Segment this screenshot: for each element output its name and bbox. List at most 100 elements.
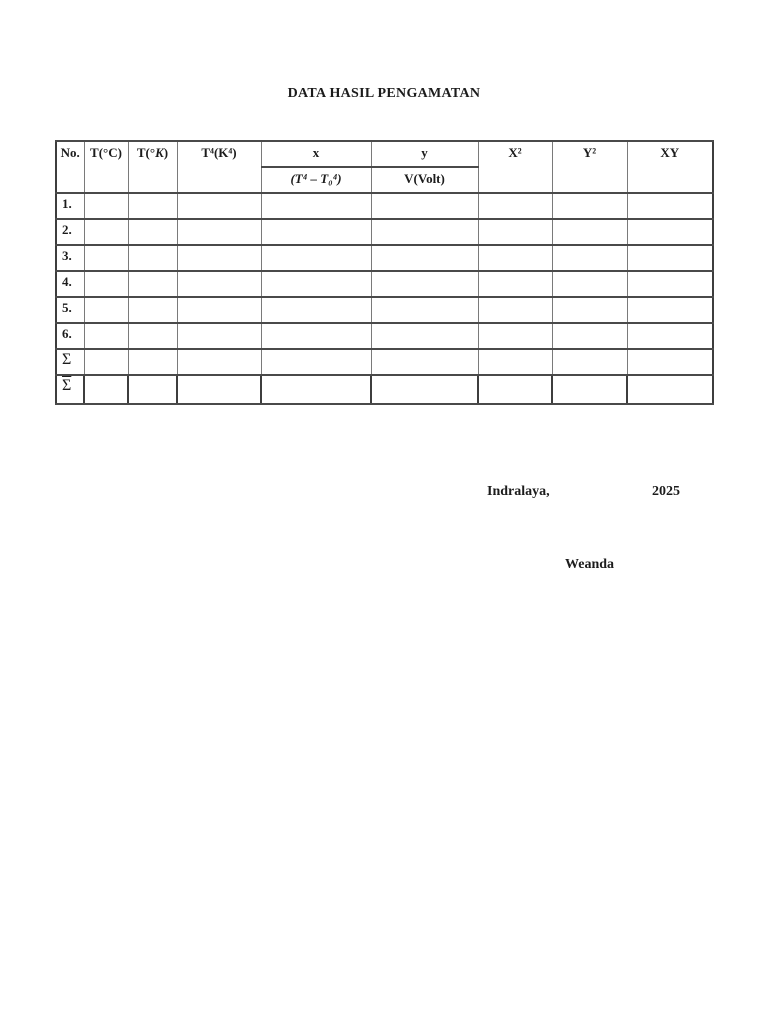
column-header-y-squared: Y² — [551, 140, 628, 194]
data-cell — [370, 192, 479, 220]
data-cell — [477, 244, 553, 272]
sigma-symbol: Σ — [62, 351, 72, 368]
data-cell — [127, 374, 178, 405]
data-cell — [626, 348, 714, 376]
data-cell — [83, 296, 129, 324]
data-cell — [477, 218, 553, 246]
data-cell — [551, 244, 628, 272]
row-label: 6. — [55, 322, 85, 350]
data-cell — [127, 244, 178, 272]
data-cell — [260, 296, 372, 324]
table-row: 1. — [55, 192, 714, 220]
sigma-overline-symbol: Σ — [62, 377, 72, 394]
data-cell — [127, 218, 178, 246]
data-cell — [176, 322, 262, 350]
row-label: 2. — [55, 218, 85, 246]
row-label-sigma: Σ — [55, 348, 85, 376]
column-header-no: No. — [55, 140, 85, 194]
data-cell — [127, 322, 178, 350]
data-cell — [370, 322, 479, 350]
data-cell — [477, 192, 553, 220]
data-cell — [626, 374, 714, 405]
data-cell — [127, 296, 178, 324]
data-cell — [176, 296, 262, 324]
data-cell — [83, 374, 129, 405]
table-body: 1. 2. 3. 4. 5. 6. — [55, 192, 714, 405]
table-row-mean: Σ — [55, 374, 714, 405]
data-cell — [370, 244, 479, 272]
column-header-t-fourth: T⁴(K⁴) — [176, 140, 262, 194]
page-title: DATA HASIL PENGAMATAN — [287, 86, 481, 101]
t-kelvin-suffix: ) — [163, 145, 169, 160]
row-label: 4. — [55, 270, 85, 298]
data-cell — [626, 270, 714, 298]
data-cell — [551, 218, 628, 246]
data-cell — [626, 244, 714, 272]
signature-name: Weanda — [565, 557, 615, 572]
header-row-sub: (T⁴ – T₀⁴) V(Volt) — [56, 166, 713, 194]
data-cell — [176, 348, 262, 376]
row-label: 1. — [55, 192, 85, 220]
data-cell — [83, 244, 129, 272]
data-cell — [370, 374, 479, 405]
column-header-xy: XY — [626, 140, 714, 194]
table-row: 6. — [55, 322, 714, 350]
observation-table: No. T(°C) T(°K) T⁴(K⁴) x y X² Y² XY (T⁴ … — [55, 140, 714, 405]
data-cell — [176, 374, 262, 405]
data-cell — [551, 322, 628, 350]
data-cell — [370, 348, 479, 376]
data-cell — [477, 270, 553, 298]
data-cell — [260, 192, 372, 220]
data-cell — [370, 296, 479, 324]
table-row: 5. — [55, 296, 714, 324]
data-cell — [626, 322, 714, 350]
column-subheader-x-formula: (T⁴ – T₀⁴) — [260, 166, 372, 194]
data-cell — [551, 192, 628, 220]
data-cell — [176, 244, 262, 272]
data-cell — [127, 348, 178, 376]
data-cell — [83, 322, 129, 350]
column-header-t-kelvin: T(°K) — [127, 140, 178, 194]
data-cell — [477, 296, 553, 324]
row-label-sigma-mean: Σ — [55, 374, 85, 405]
t-kelvin-symbol: K — [155, 145, 164, 160]
data-cell — [83, 218, 129, 246]
data-cell — [551, 270, 628, 298]
data-cell — [626, 218, 714, 246]
data-cell — [260, 348, 372, 376]
column-header-t-celsius: T(°C) — [83, 140, 129, 194]
data-cell — [551, 348, 628, 376]
header-row-main: No. T(°C) T(°K) T⁴(K⁴) x y X² Y² XY — [55, 140, 714, 194]
row-label: 5. — [55, 296, 85, 324]
data-cell — [127, 192, 178, 220]
data-cell — [83, 348, 129, 376]
data-cell — [551, 374, 628, 405]
data-cell — [370, 270, 479, 298]
table-header: No. T(°C) T(°K) T⁴(K⁴) x y X² Y² XY (T⁴ … — [55, 140, 714, 194]
column-header-y: y — [370, 140, 479, 168]
table-row: 4. — [55, 270, 714, 298]
table-row: 3. — [55, 244, 714, 272]
data-cell — [626, 192, 714, 220]
signature-year: 2025 — [652, 484, 680, 499]
signature-place: Indralaya, — [487, 484, 550, 499]
data-cell — [477, 322, 553, 350]
data-cell — [370, 218, 479, 246]
data-cell — [127, 270, 178, 298]
data-cell — [176, 192, 262, 220]
data-cell — [260, 218, 372, 246]
data-cell — [260, 322, 372, 350]
table-row: 2. — [55, 218, 714, 246]
data-cell — [260, 270, 372, 298]
column-header-x: x — [260, 140, 372, 168]
column-header-x-squared: X² — [477, 140, 553, 194]
data-cell — [176, 270, 262, 298]
data-cell — [626, 296, 714, 324]
table-row-sum: Σ — [55, 348, 714, 376]
row-label: 3. — [55, 244, 85, 272]
data-cell — [477, 348, 553, 376]
t-kelvin-prefix: T(° — [136, 145, 156, 160]
data-cell — [83, 270, 129, 298]
data-cell — [83, 192, 129, 220]
